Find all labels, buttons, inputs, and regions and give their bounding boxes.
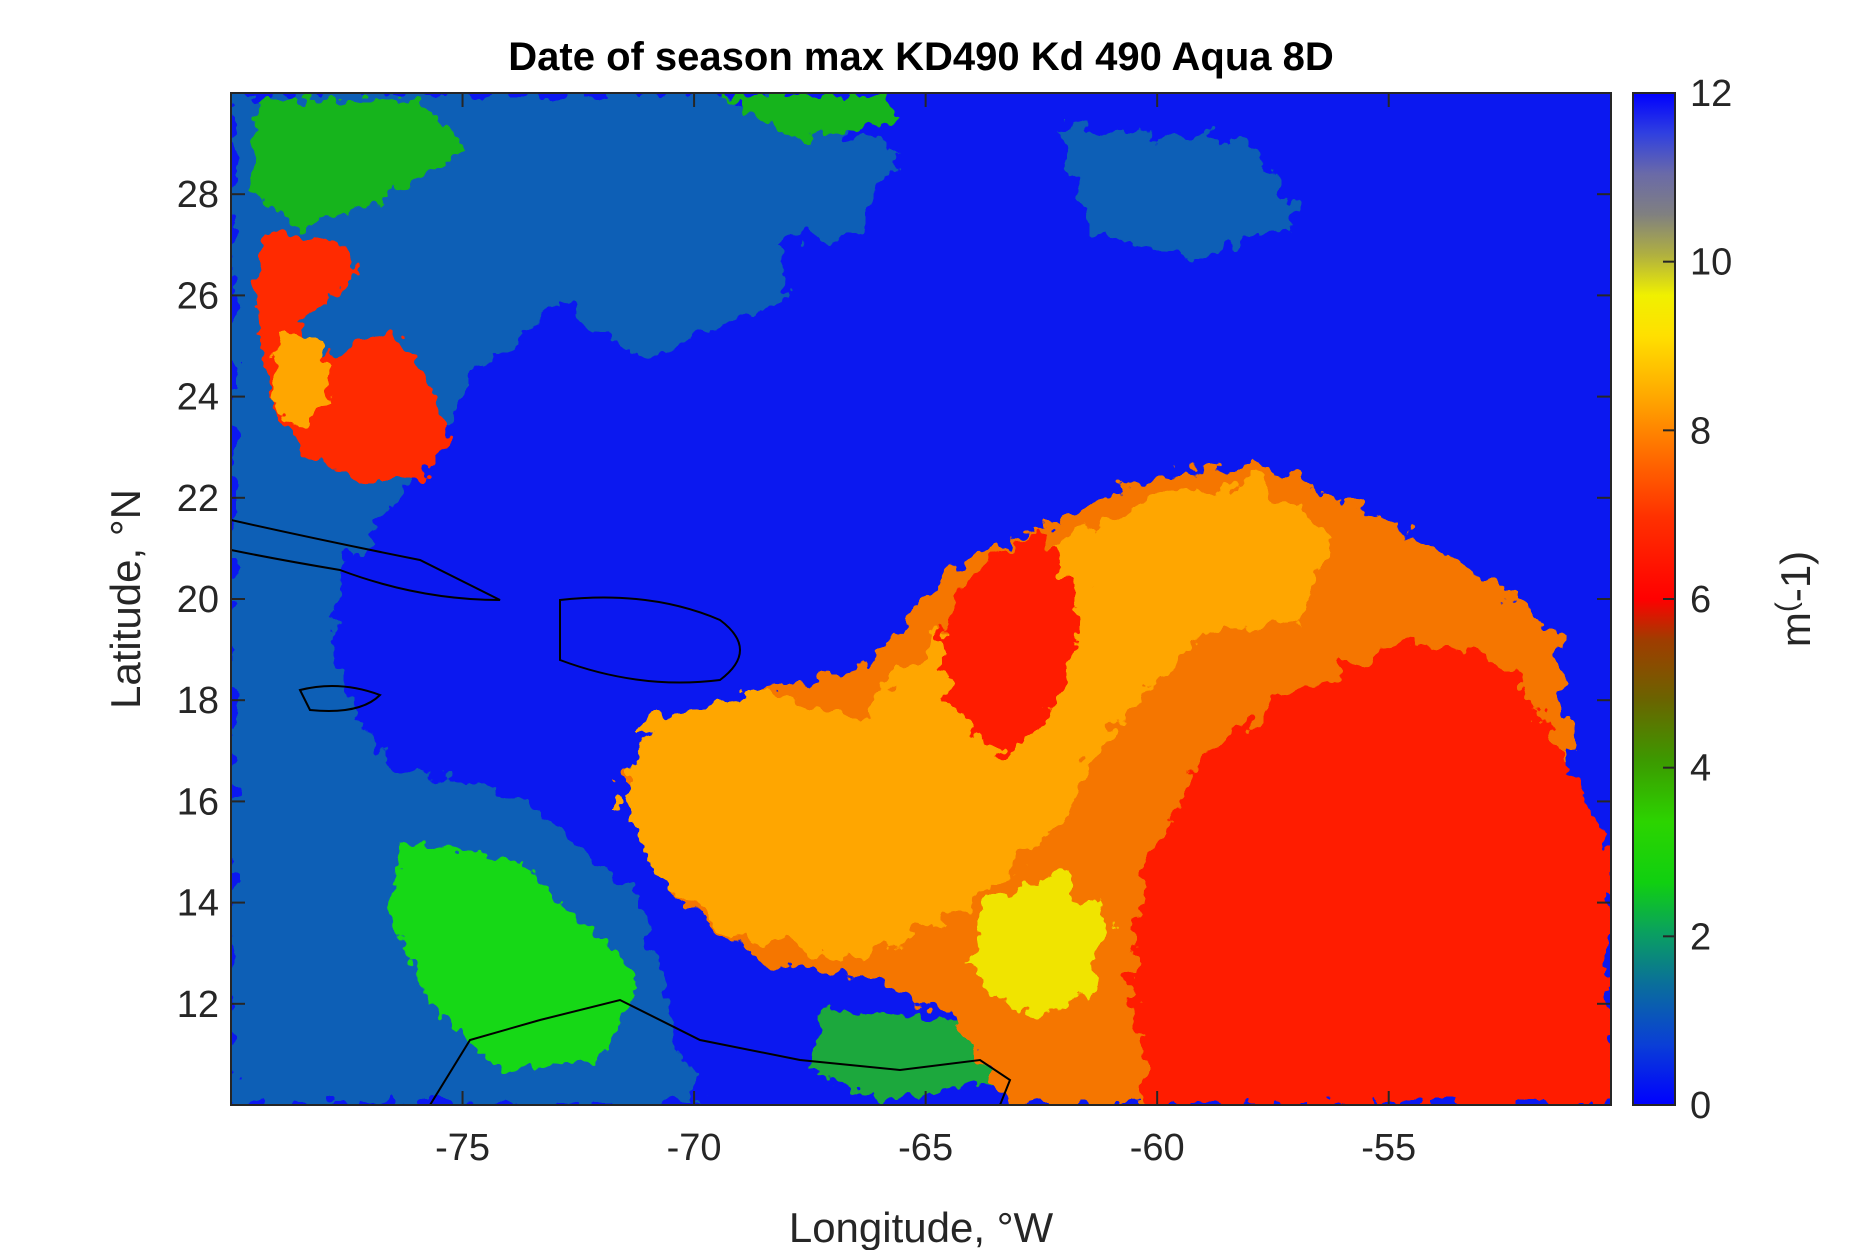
x-tick-label: -70: [667, 1127, 722, 1169]
colorbar-label: m(-1): [1770, 551, 1819, 647]
x-tick-label: -75: [435, 1127, 490, 1169]
bahamas-banks-orange: [270, 330, 330, 430]
plume-red-center: [940, 530, 1080, 760]
y-tick-label: 20: [177, 579, 219, 621]
x-axis-ticks: -75 -70 -65 -60 -55: [435, 93, 1416, 1169]
y-axis-label: Latitude, °N: [102, 489, 149, 709]
colorbar-tick-label: 8: [1690, 410, 1711, 452]
plume-yellow: [970, 870, 1110, 1010]
colorbar-tick-label: 10: [1690, 242, 1732, 284]
colorbar-ticks: 0 2 4 6 8 10 12: [1663, 73, 1732, 1127]
colorbar-label-sup: (: [1770, 602, 1803, 612]
y-tick-label: 16: [177, 781, 219, 823]
coastline-south-america: [428, 998, 1012, 1105]
x-tick-label: -60: [1130, 1127, 1185, 1169]
northwest-green: [250, 100, 470, 230]
south-green: [810, 1010, 1000, 1100]
svg-text:m(-1): m(-1): [1770, 551, 1819, 647]
colorbar-tick-label: 4: [1690, 748, 1711, 790]
y-tick-label: 14: [177, 883, 219, 925]
southwest-green: [390, 840, 640, 1070]
colorbar-tick-label: 12: [1690, 73, 1732, 115]
y-tick-label: 12: [177, 984, 219, 1026]
y-tick-label: 28: [177, 174, 219, 216]
chart-title: Date of season max KD490 Kd 490 Aqua 8D: [508, 35, 1334, 79]
x-tick-label: -55: [1361, 1127, 1416, 1169]
colorbar-tick-label: 2: [1690, 916, 1711, 958]
coastline-jamaica: [298, 685, 382, 712]
colorbar-tick-label: 0: [1690, 1085, 1711, 1127]
colorbar-label-rest: -1): [1772, 551, 1819, 602]
x-tick-label: -65: [898, 1127, 953, 1169]
x-axis-label: Longitude, °W: [789, 1204, 1054, 1250]
y-tick-label: 18: [177, 680, 219, 722]
northeast-patches: [1060, 130, 1300, 260]
heatmap-field: [231, 93, 1611, 1105]
y-tick-label: 22: [177, 478, 219, 520]
y-tick-label: 26: [177, 275, 219, 317]
colorbar-label-main: m: [1772, 612, 1819, 647]
y-axis-ticks: 12 14 16 18 20 22 24 26 28: [177, 174, 1611, 1026]
coastline-hispaniola: [559, 596, 741, 684]
north-patches: [560, 160, 790, 360]
colorbar-tick-label: 6: [1690, 579, 1711, 621]
plume-red-east: [1130, 640, 1611, 1105]
y-tick-label: 24: [177, 377, 219, 419]
north-green: [720, 95, 900, 140]
coastline-cuba: [231, 518, 501, 601]
